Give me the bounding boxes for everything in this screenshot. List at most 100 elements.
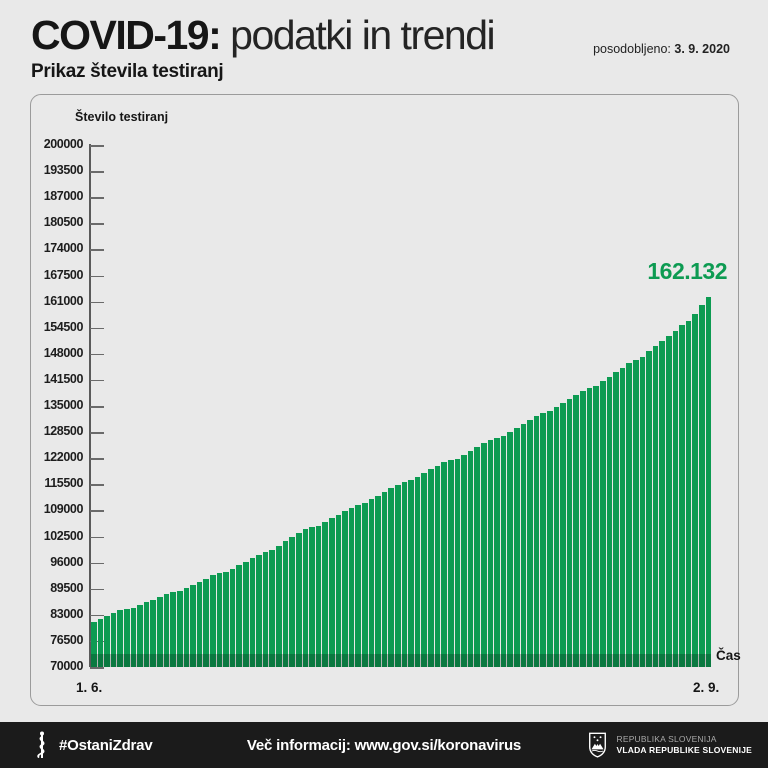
bar xyxy=(474,447,480,667)
bar xyxy=(527,419,533,667)
x-axis-end-label: 2. 9. xyxy=(693,680,720,695)
bar xyxy=(276,545,282,667)
y-tick-label: 161000 xyxy=(43,293,84,308)
bar xyxy=(533,416,540,667)
bar xyxy=(249,558,256,667)
bar xyxy=(315,525,322,667)
bar xyxy=(176,591,183,667)
bar xyxy=(163,594,170,667)
bar xyxy=(216,573,223,667)
y-tick-label: 180500 xyxy=(43,215,84,230)
bar xyxy=(606,376,613,667)
bar xyxy=(328,518,335,667)
bar xyxy=(256,554,262,667)
y-tick-label: 102500 xyxy=(43,528,84,543)
bar xyxy=(295,532,302,667)
bar xyxy=(388,488,395,667)
y-tick-label: 148000 xyxy=(43,345,84,360)
y-tick-mark xyxy=(90,510,104,512)
bar xyxy=(170,592,176,667)
bar xyxy=(560,402,566,667)
footer-government-label: REPUBLIKA SLOVENIJA VLADA REPUBLIKE SLOV… xyxy=(616,734,752,756)
bar xyxy=(580,391,586,667)
y-tick-mark xyxy=(90,301,104,304)
y-tick-mark xyxy=(90,379,104,382)
bar xyxy=(646,351,652,667)
y-tick-label: 70000 xyxy=(50,659,83,673)
bar xyxy=(408,480,414,667)
bar xyxy=(586,388,593,667)
y-axis-line xyxy=(89,144,91,667)
bar xyxy=(243,561,249,667)
x-axis-title: Čas xyxy=(716,648,741,663)
chart-panel: Število testiranj 200000 193500 187000 1805… xyxy=(30,94,741,706)
y-tick-mark xyxy=(90,406,104,408)
y-tick-mark xyxy=(90,197,104,199)
bar xyxy=(282,541,289,667)
bar xyxy=(421,473,428,667)
footer-info-text: Več informacij: www.gov.si/koronavirus xyxy=(246,736,522,754)
bar xyxy=(540,413,547,667)
bar xyxy=(262,552,269,667)
bar xyxy=(685,320,692,667)
bar xyxy=(566,398,573,667)
bar xyxy=(117,610,124,667)
y-axis-title: Število testiranj xyxy=(75,110,169,124)
y-tick-label: 167500 xyxy=(43,267,84,282)
bar xyxy=(269,550,276,667)
y-tick-mark xyxy=(90,145,104,147)
bar xyxy=(593,385,599,667)
y-tick-mark xyxy=(90,536,104,538)
bar xyxy=(236,565,243,667)
y-tick-label: 154500 xyxy=(43,319,84,334)
y-tick-label: 89500 xyxy=(50,580,83,595)
y-tick-mark xyxy=(90,327,104,330)
y-tick-label: 135000 xyxy=(43,398,84,412)
bar xyxy=(454,458,461,667)
bar xyxy=(97,618,104,667)
government-label: VLADA REPUBLIKE SLOVENIJE xyxy=(616,745,752,755)
bar xyxy=(381,491,388,667)
bar xyxy=(223,572,229,667)
y-tick-mark xyxy=(90,614,104,617)
bar xyxy=(289,536,295,667)
page-title: COVID-19: podatki in trendi xyxy=(31,12,496,58)
bar xyxy=(375,495,381,667)
bar xyxy=(104,615,110,667)
coat-of-arms-icon xyxy=(588,732,607,758)
bar xyxy=(626,363,632,667)
y-tick-mark xyxy=(90,588,104,591)
y-tick-mark xyxy=(90,667,104,669)
bar xyxy=(401,482,408,667)
bar xyxy=(547,410,553,667)
y-tick-label: 83000 xyxy=(50,606,83,621)
bar xyxy=(659,341,666,667)
y-tick-label: 193500 xyxy=(43,163,84,178)
y-tick-label: 128500 xyxy=(43,424,84,439)
bar xyxy=(480,443,487,667)
bar xyxy=(335,514,342,667)
bar xyxy=(573,394,580,667)
bar xyxy=(143,602,150,667)
bar xyxy=(520,423,527,667)
bar xyxy=(414,476,421,667)
bar xyxy=(699,305,705,667)
bar xyxy=(441,462,447,667)
footer-right: REPUBLIKA SLOVENIJA VLADA REPUBLIKE SLOV… xyxy=(588,722,752,768)
footer-left: #OstaniZdrav xyxy=(34,722,153,768)
y-tick-mark xyxy=(90,562,104,565)
bar xyxy=(355,505,361,667)
y-tick-label: 96000 xyxy=(50,554,83,569)
bar xyxy=(599,381,606,667)
bar xyxy=(150,599,157,667)
bar xyxy=(348,507,355,667)
bar xyxy=(467,450,474,667)
updated-date: 3. 9. 2020 xyxy=(674,42,730,56)
bar xyxy=(91,621,97,667)
bar xyxy=(428,469,434,667)
bar xyxy=(507,431,513,667)
y-tick-mark xyxy=(90,275,104,277)
y-tick-label: 141500 xyxy=(43,371,84,386)
y-tick-label: 115500 xyxy=(44,476,83,491)
bar xyxy=(110,612,117,667)
